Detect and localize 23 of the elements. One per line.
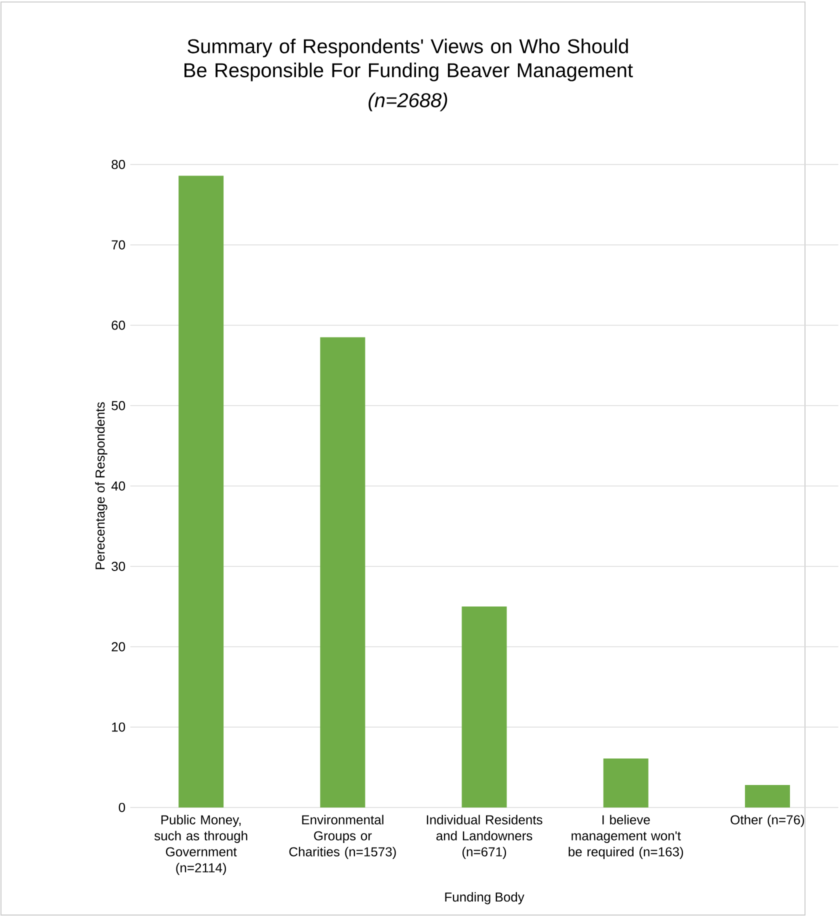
y-tick-label: 40 xyxy=(112,481,126,491)
y-axis-title: Perecentage of Respondents xyxy=(95,402,108,570)
x-tick-label: Public Money, such as through Government (n=2114) xyxy=(154,814,248,875)
bar xyxy=(604,758,649,808)
y-tick-label: 30 xyxy=(112,562,126,571)
chart-title: Summary of Respondents' Views on Who Should Be Responsible For Funding Beaver Management xyxy=(184,38,634,82)
y-tick-label: 10 xyxy=(112,722,126,732)
x-axis-title: Funding Body xyxy=(445,892,525,904)
x-tick-label: Other (n=76) xyxy=(730,814,804,827)
y-tick-label: 60 xyxy=(112,320,126,330)
y-tick-label: 0 xyxy=(119,802,126,812)
y-tick-label: 80 xyxy=(112,160,126,170)
bar xyxy=(745,784,790,808)
bar xyxy=(320,337,366,808)
bar xyxy=(178,176,224,808)
bar xyxy=(462,606,507,808)
chart-subtitle: (n=2688) xyxy=(368,92,448,112)
x-tick-label: Individual Residents and Landowners (n=671) xyxy=(427,814,542,859)
x-tick-label: I believe management won't be required (n=163) xyxy=(568,814,684,859)
y-tick-label: 70 xyxy=(112,240,126,250)
y-tick-label: 50 xyxy=(112,401,126,410)
y-tick-label: 20 xyxy=(112,642,126,652)
x-tick-label: Environmental Groups or Charities (n=1573) xyxy=(289,814,396,859)
